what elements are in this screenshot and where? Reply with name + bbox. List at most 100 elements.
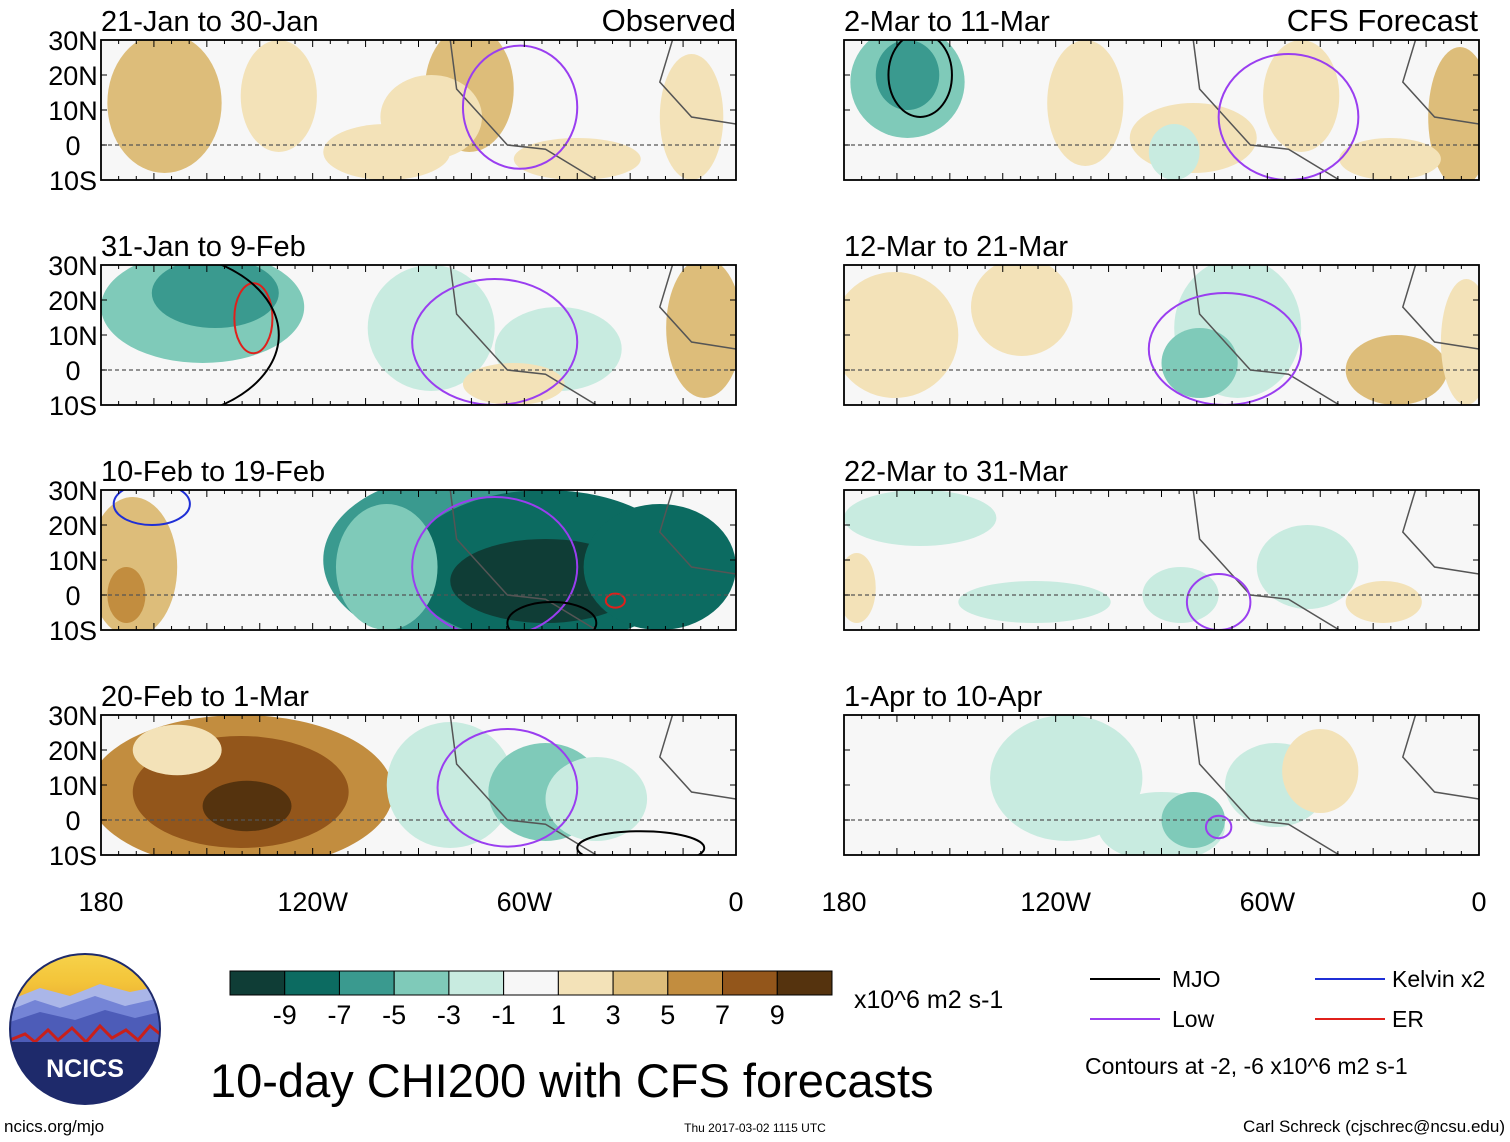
colorbar-swatch [284, 970, 340, 996]
y-tick-label: 10N [48, 321, 98, 351]
colorbar-label: -1 [492, 1000, 516, 1030]
contour-l [1185, 573, 1252, 630]
y-tick-label: 10N [48, 96, 98, 126]
coastline [1401, 40, 1479, 125]
shading-blob [1339, 138, 1441, 180]
shading-blob [151, 265, 279, 328]
y-tick-label: 20N [48, 511, 98, 541]
contour-l [461, 44, 579, 170]
y-tick-label: 10S [49, 391, 97, 421]
shading-blob [1161, 328, 1238, 398]
colorbar-label: 3 [606, 1000, 621, 1030]
shading-blob [1428, 47, 1479, 180]
legend-label: MJO [1172, 966, 1221, 992]
y-tick-label: 20N [48, 286, 98, 316]
panel-label: 1-Apr to 10-Apr [844, 681, 1043, 713]
coastline [449, 490, 597, 630]
shading-blob [323, 124, 451, 180]
shading-blob [545, 757, 648, 841]
shading-blob [107, 40, 222, 173]
coastline [449, 715, 597, 855]
panel-5: 2-Mar to 11-Mar [843, 6, 1480, 181]
legend-label: ER [1392, 1006, 1424, 1032]
contour-l [411, 496, 579, 630]
legend: MJO Kelvin x2 Low ER [1090, 966, 1485, 1032]
colorbar-label: 1 [551, 1000, 566, 1030]
footer-timestamp: Thu 2017-03-02 1115 UTC [684, 1121, 826, 1135]
colorbar-label: -9 [273, 1000, 297, 1030]
shading-blob [844, 272, 959, 398]
shading-blob [583, 504, 736, 630]
colorbar-swatch [448, 970, 505, 996]
shading-blob [107, 567, 146, 623]
panel-7: 22-Mar to 31-Mar [843, 456, 1480, 631]
colorbar-swatch [776, 970, 833, 996]
shading-blob [1047, 40, 1124, 166]
footer-credit: Carl Schreck (cjschrec@ncsu.edu) [1243, 1117, 1505, 1136]
footer-url[interactable]: ncics.org/mjo [4, 1117, 104, 1136]
y-tick-label: 0 [65, 806, 80, 836]
cfs-forecast-label: CFS Forecast [1287, 3, 1479, 38]
contour-l [1217, 53, 1360, 180]
contour-l [1147, 292, 1303, 405]
colorbar-label: -3 [437, 1000, 461, 1030]
panel-3: 30N 20N 10N 0 10S 10-Feb to 19-Feb [48, 456, 737, 646]
panel-label: 20-Feb to 1-Mar [101, 681, 309, 713]
observed-label: Observed [602, 3, 736, 38]
contour-k [112, 490, 191, 526]
coastline [658, 265, 736, 350]
y-tick-label: 30N [48, 701, 98, 731]
x-tick-label: 60W [1240, 887, 1296, 917]
contour-l [436, 728, 579, 848]
contour-l [1204, 814, 1233, 840]
panel-label: 31-Jan to 9-Feb [101, 231, 306, 263]
contour-note: Contours at -2, -6 x10^6 m2 s-1 [1085, 1053, 1408, 1079]
panel-8: 1-Apr to 10-Apr [843, 681, 1480, 856]
x-tick-label: 120W [277, 887, 348, 917]
y-tick-label: 0 [65, 356, 80, 386]
shading-layer [844, 490, 1479, 630]
coastline [1401, 265, 1479, 350]
contour-m [219, 265, 280, 405]
panel-label: 12-Mar to 21-Mar [844, 231, 1068, 263]
shading-blob [462, 363, 565, 405]
y-tick-label: 30N [48, 26, 98, 56]
panel-4: 30N 20N 10N 0 10S 20-Feb to 1-Mar [48, 681, 737, 871]
ncics-logo: NCICS [9, 953, 161, 1105]
shading-blob [1148, 124, 1200, 180]
shading-blob [666, 265, 736, 398]
shading-blob [1345, 581, 1422, 623]
panel-label: 21-Jan to 30-Jan [101, 6, 319, 38]
y-tick-label: 10N [48, 771, 98, 801]
legend-label: Low [1172, 1006, 1215, 1032]
coastline [1401, 715, 1479, 800]
coastline [1192, 40, 1340, 180]
coastline [449, 40, 597, 180]
y-tick-label: 30N [48, 476, 98, 506]
shading-blob [971, 265, 1073, 356]
coastline [658, 715, 736, 800]
colorbar-label: 5 [660, 1000, 675, 1030]
colorbar-swatch [667, 970, 724, 996]
coastline [658, 490, 736, 575]
colorbar-label: -5 [382, 1000, 406, 1030]
shading-blob [386, 722, 514, 848]
coastline [1192, 490, 1340, 630]
panel-label: 22-Mar to 31-Mar [844, 456, 1068, 488]
colorbar-swatch [393, 970, 450, 996]
shading-layer [990, 715, 1479, 855]
coastline [658, 40, 736, 125]
shading-blob [335, 504, 438, 630]
panel-1: 30N 20N 10N 0 10S 21-Jan to 30-Jan [48, 6, 737, 196]
panel-label: 2-Mar to 11-Mar [844, 6, 1050, 38]
colorbar-label: 9 [770, 1000, 785, 1030]
y-tick-label: 20N [48, 61, 98, 91]
x-tick-label: 180 [821, 887, 866, 917]
x-tick-label: 60W [497, 887, 553, 917]
contour-m [506, 601, 598, 630]
y-tick-label: 0 [65, 581, 80, 611]
y-tick-label: 20N [48, 736, 98, 766]
colorbar-swatch [503, 970, 559, 996]
